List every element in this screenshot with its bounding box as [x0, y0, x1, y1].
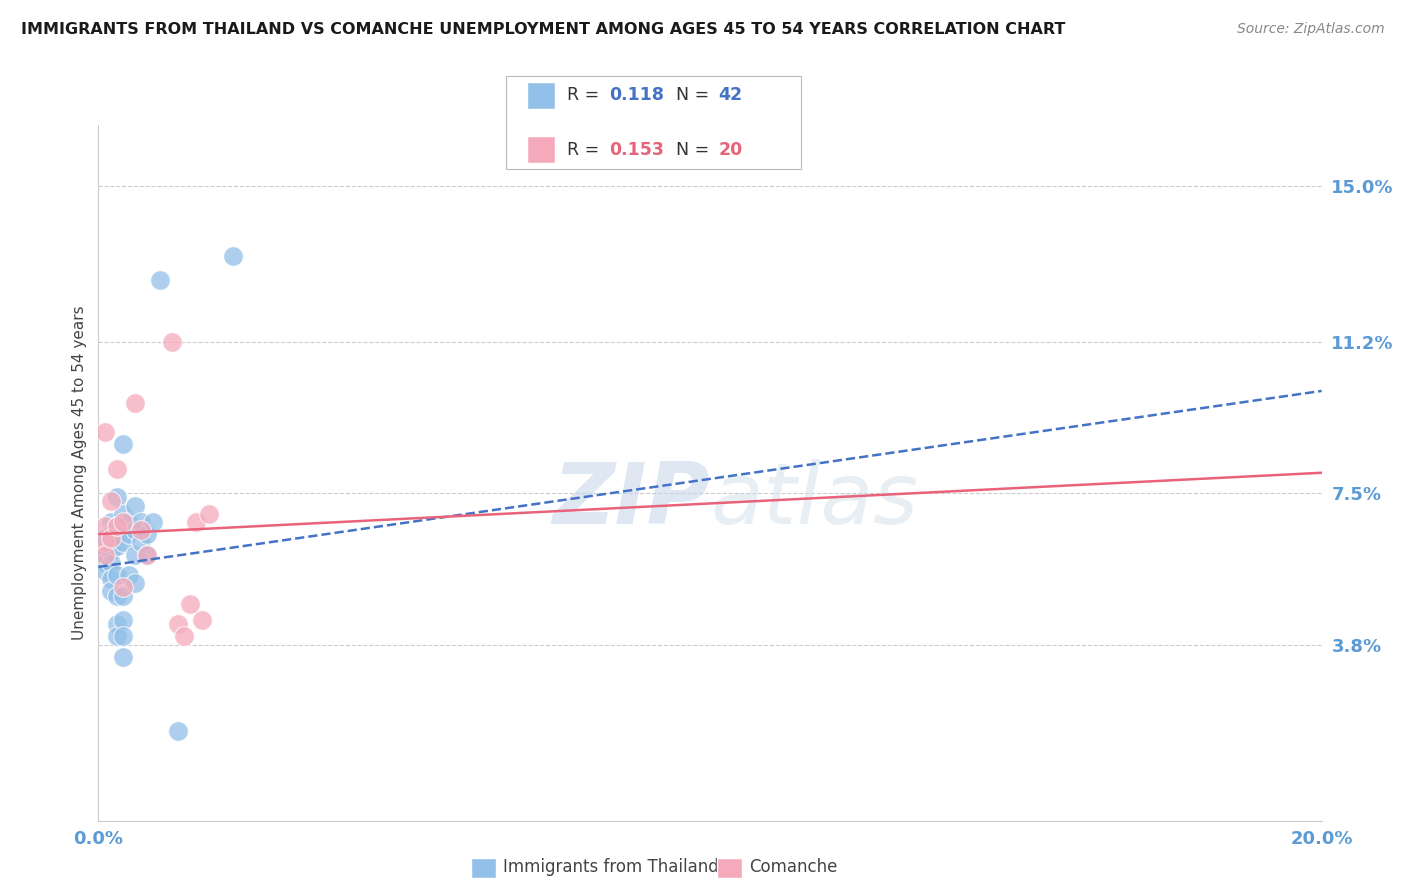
Point [111, 515, 134, 529]
Point [105, 519, 128, 533]
Point [111, 613, 134, 627]
Point [111, 649, 134, 664]
Point [167, 617, 190, 632]
Point [93, 548, 115, 562]
Point [124, 499, 146, 513]
Point [149, 273, 172, 287]
Point [100, 527, 122, 541]
Point [105, 519, 128, 533]
Point [93, 564, 115, 578]
Point [105, 461, 128, 475]
Point [136, 527, 159, 541]
Point [197, 507, 219, 521]
Point [100, 535, 122, 549]
Point [129, 523, 152, 537]
Text: Source: ZipAtlas.com: Source: ZipAtlas.com [1237, 22, 1385, 37]
Point [105, 568, 128, 582]
Point [93, 556, 115, 570]
Point [105, 589, 128, 603]
Point [222, 249, 245, 263]
Point [105, 630, 128, 644]
Text: R =: R = [567, 87, 605, 104]
Point [111, 630, 134, 644]
Point [167, 723, 190, 738]
Point [93, 548, 115, 562]
Point [100, 494, 122, 508]
Point [100, 556, 122, 570]
Point [93, 535, 115, 549]
Text: 0.118: 0.118 [609, 87, 664, 104]
Text: Immigrants from Thailand: Immigrants from Thailand [503, 858, 718, 876]
Y-axis label: Unemployment Among Ages 45 to 54 years: Unemployment Among Ages 45 to 54 years [72, 305, 87, 640]
Point [100, 543, 122, 558]
Point [105, 491, 128, 505]
Point [105, 617, 128, 632]
Text: 0.153: 0.153 [609, 141, 664, 159]
Point [129, 515, 152, 529]
Point [100, 572, 122, 586]
Text: N =: N = [676, 87, 716, 104]
Text: Comanche: Comanche [749, 858, 838, 876]
Point [111, 589, 134, 603]
Point [100, 531, 122, 545]
Text: ZIP: ZIP [553, 459, 710, 542]
Text: IMMIGRANTS FROM THAILAND VS COMANCHE UNEMPLOYMENT AMONG AGES 45 TO 54 YEARS CORR: IMMIGRANTS FROM THAILAND VS COMANCHE UNE… [21, 22, 1066, 37]
Point [124, 396, 146, 410]
Point [93, 425, 115, 439]
Text: N =: N = [676, 141, 716, 159]
Point [118, 515, 141, 529]
Point [111, 580, 134, 594]
Point [191, 613, 214, 627]
Point [111, 507, 134, 521]
Point [136, 548, 159, 562]
Point [136, 548, 159, 562]
Point [186, 515, 208, 529]
Text: 20: 20 [718, 141, 742, 159]
Point [100, 584, 122, 599]
Point [93, 540, 115, 554]
Point [111, 437, 134, 451]
Point [93, 531, 115, 545]
Point [142, 515, 165, 529]
Text: R =: R = [567, 141, 605, 159]
Text: atlas: atlas [710, 459, 918, 542]
Point [105, 540, 128, 554]
Point [160, 334, 183, 349]
Point [100, 515, 122, 529]
Point [124, 576, 146, 591]
Point [129, 535, 152, 549]
Point [179, 597, 201, 611]
Point [118, 527, 141, 541]
Text: 42: 42 [718, 87, 742, 104]
Point [173, 630, 195, 644]
Point [111, 535, 134, 549]
Point [93, 519, 115, 533]
Point [124, 548, 146, 562]
Point [118, 568, 141, 582]
Point [105, 527, 128, 541]
Point [124, 523, 146, 537]
